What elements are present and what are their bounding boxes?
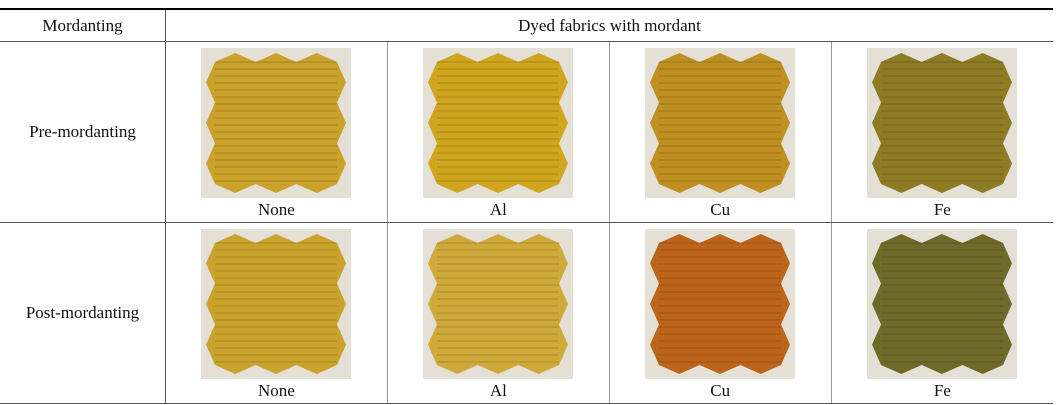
sample-label: Cu xyxy=(610,379,831,403)
fabric-swatch xyxy=(201,229,351,379)
fabric xyxy=(428,234,568,374)
header-cell: Dyed fabrics with mordant xyxy=(166,9,1054,42)
sample-cell: Al xyxy=(387,42,609,223)
fabric-swatch xyxy=(423,48,573,198)
sample-cell: Cu xyxy=(609,223,831,404)
mordant-table: Mordanting Dyed fabrics with mordant Pre… xyxy=(0,8,1053,404)
fabric xyxy=(872,53,1012,193)
fabric xyxy=(206,234,346,374)
fabric-swatch xyxy=(867,48,1017,198)
page: {"table": {"header": ["Mordanting", "Dye… xyxy=(0,0,1056,405)
sample-cell: Al xyxy=(387,223,609,404)
row-label: Post-mordanting xyxy=(0,223,166,404)
fabric xyxy=(428,53,568,193)
sample-label: None xyxy=(166,379,387,403)
fabric-swatch xyxy=(645,48,795,198)
fabric xyxy=(650,234,790,374)
fabric-swatch xyxy=(867,229,1017,379)
sample-cell: Cu xyxy=(609,42,831,223)
sample-cell: Fe xyxy=(831,42,1053,223)
sample-cell: None xyxy=(166,42,388,223)
fabric xyxy=(206,53,346,193)
sample-label: Cu xyxy=(610,198,831,222)
fabric xyxy=(872,234,1012,374)
fabric-swatch xyxy=(201,48,351,198)
sample-label: Al xyxy=(388,198,609,222)
sample-label: Al xyxy=(388,379,609,403)
sample-cell: None xyxy=(166,223,388,404)
sample-cell: Fe xyxy=(831,223,1053,404)
row-label: Pre-mordanting xyxy=(0,42,166,223)
header-cell: Mordanting xyxy=(0,9,166,42)
fabric-swatch xyxy=(645,229,795,379)
fabric xyxy=(650,53,790,193)
fabric-swatch xyxy=(423,229,573,379)
sample-label: Fe xyxy=(832,198,1053,222)
header-row: Mordanting Dyed fabrics with mordant xyxy=(0,9,1053,42)
sample-label: None xyxy=(166,198,387,222)
sample-label: Fe xyxy=(832,379,1053,403)
